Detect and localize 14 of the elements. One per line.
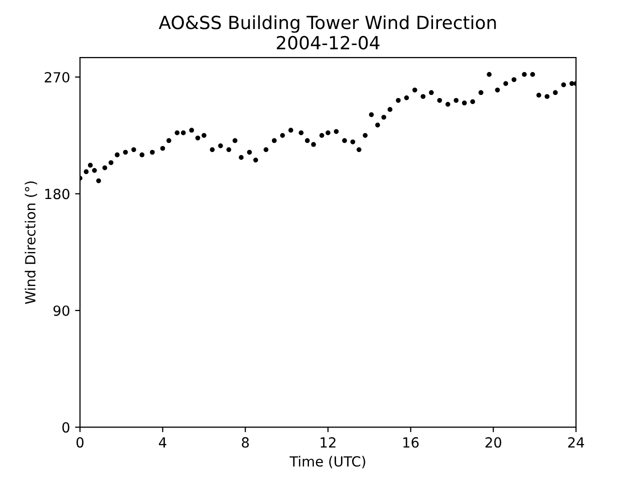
- x-axis-title: Time (UTC): [290, 456, 366, 468]
- y-tick-label: 0: [62, 422, 70, 433]
- y-tick-label: 90: [53, 305, 70, 316]
- x-tick-label: 0: [76, 437, 84, 448]
- y-tick-label: 270: [44, 72, 70, 83]
- y-axis-title: Wind Direction (°): [24, 181, 38, 304]
- y-tick-label: 180: [45, 188, 70, 200]
- x-tick-label: 8: [242, 437, 249, 448]
- x-tick-label: 12: [320, 437, 336, 448]
- chart-title: AO&SS Building Tower Wind Direction 2004-12-04: [158, 15, 496, 50]
- x-tick-label: 20: [486, 437, 502, 448]
- x-tick-label: 16: [403, 437, 419, 448]
- x-tick-label: 24: [568, 437, 584, 448]
- x-tick-label: 4: [158, 437, 166, 448]
